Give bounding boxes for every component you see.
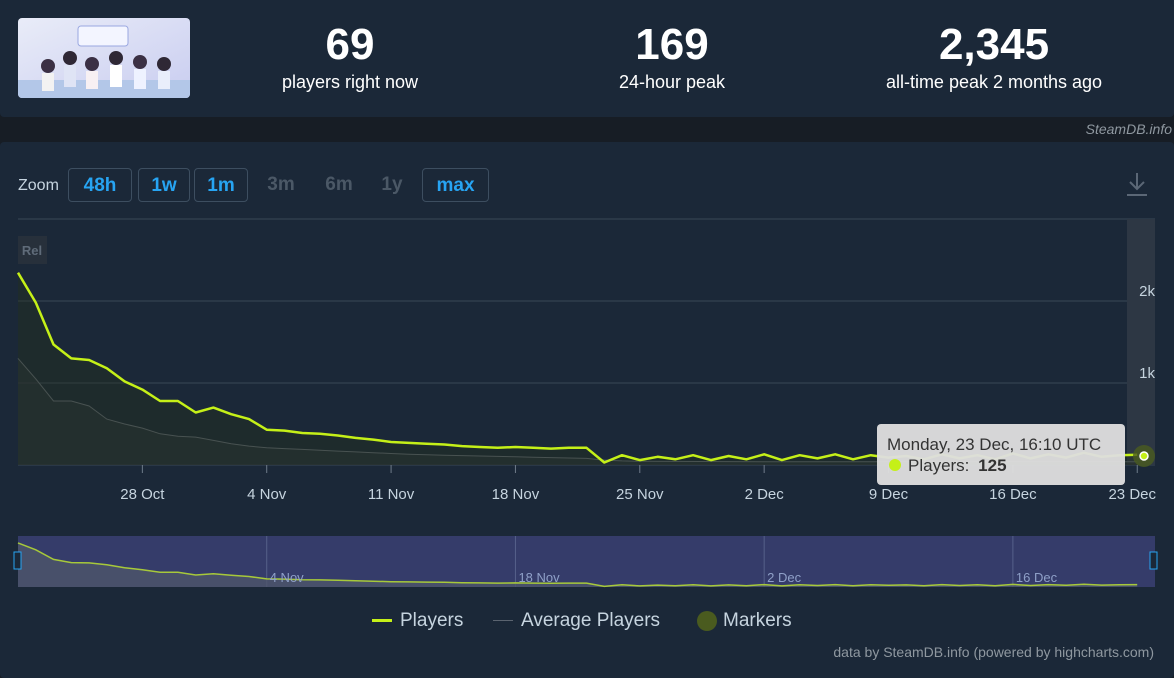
current-players-label: players right now xyxy=(281,72,419,92)
legend-average-label: Average Players xyxy=(521,610,661,631)
day-peak-label: 24-hour peak xyxy=(618,72,726,92)
zoom-1y-button[interactable]: 1y xyxy=(381,174,403,195)
legend-players-swatch xyxy=(372,619,392,623)
highcharts-credit[interactable]: data by SteamDB.info (powered by highcha… xyxy=(833,644,1154,660)
legend-markers-swatch xyxy=(697,610,717,631)
legend-average-players[interactable]: Average Players xyxy=(493,610,660,632)
legend-players-label: Players xyxy=(400,610,464,631)
legend-average-swatch xyxy=(493,620,513,622)
legend-markers[interactable]: Markers xyxy=(697,610,792,632)
chart-panel xyxy=(0,142,1174,678)
zoom-max-button[interactable]: max xyxy=(422,168,489,202)
zoom-48h-button[interactable]: 48h xyxy=(68,168,132,202)
current-players-value: 69 xyxy=(325,20,375,69)
current-players-stat: 69 players right now xyxy=(200,20,500,93)
zoom-1m-button[interactable]: 1m xyxy=(194,168,248,202)
download-icon[interactable] xyxy=(1124,170,1150,198)
zoom-6m-button[interactable]: 6m xyxy=(325,174,353,195)
zoom-1w-button[interactable]: 1w xyxy=(138,168,190,202)
game-thumbnail[interactable] xyxy=(18,18,190,98)
stats-header: 69 players right now 169 24-hour peak 2,… xyxy=(0,0,1174,117)
all-time-peak-label: all-time peak 2 months ago xyxy=(885,72,1103,92)
day-peak-stat: 169 24-hour peak xyxy=(522,20,822,93)
zoom-label: Zoom xyxy=(18,177,59,194)
legend-players[interactable]: Players xyxy=(372,610,463,632)
all-time-peak-stat: 2,345 all-time peak 2 months ago xyxy=(844,20,1144,93)
chart-legend: Players Average Players Markers xyxy=(0,610,1174,636)
steamdb-credit[interactable]: SteamDB.info xyxy=(1085,121,1172,137)
all-time-peak-value: 2,345 xyxy=(938,20,1050,69)
game-artwork-image xyxy=(18,18,190,98)
zoom-3m-button[interactable]: 3m xyxy=(267,174,295,195)
day-peak-value: 169 xyxy=(635,20,709,69)
legend-markers-label: Markers xyxy=(723,610,792,631)
